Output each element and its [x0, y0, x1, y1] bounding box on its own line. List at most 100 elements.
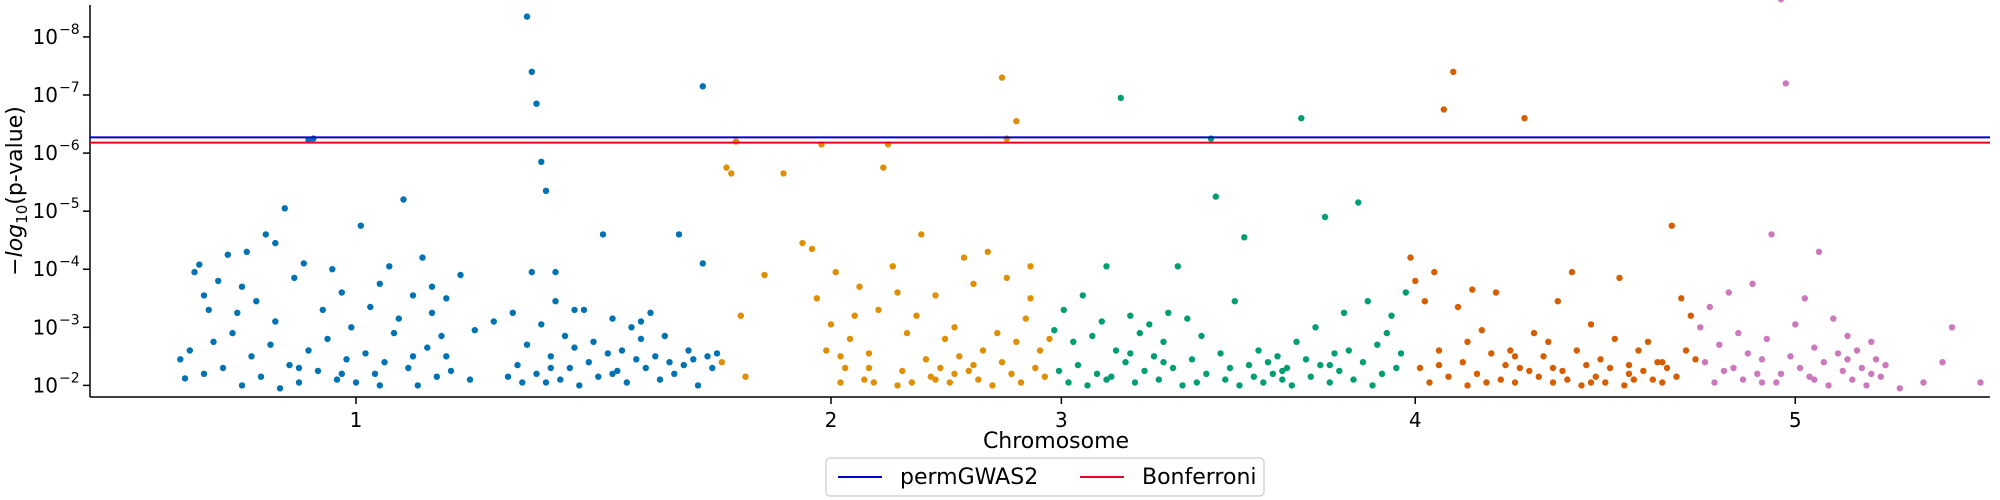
- point-chr4: [1659, 359, 1666, 366]
- point-chr3: [1131, 379, 1139, 386]
- x-tick-label: 1: [350, 408, 363, 432]
- point-chr5: [1697, 324, 1704, 331]
- point-chr5: [1877, 373, 1885, 380]
- point-chr3: [1222, 376, 1229, 383]
- point-chr1: [400, 196, 407, 203]
- legend-label-bonferroni: Bonferroni: [1142, 465, 1257, 490]
- point-chr3: [1051, 327, 1058, 334]
- point-chr5: [1701, 359, 1709, 366]
- point-chr1: [229, 329, 236, 337]
- point-chr1: [357, 222, 364, 229]
- y-tick-base: 10: [33, 199, 58, 223]
- point-chr1: [633, 356, 640, 363]
- point-chr2: [894, 382, 901, 389]
- point-chr3: [1065, 379, 1072, 386]
- point-chr4: [1431, 268, 1438, 276]
- point-chr5: [1735, 329, 1742, 337]
- point-chr4: [1678, 295, 1685, 302]
- point-chr1: [272, 318, 279, 325]
- point-chr3: [1383, 329, 1391, 337]
- y-tick-base: 10: [33, 315, 58, 339]
- point-chr1: [338, 370, 345, 377]
- point-chr5: [1777, 370, 1785, 377]
- point-chr2: [932, 292, 939, 299]
- point-chr2: [1003, 135, 1010, 142]
- point-chr1: [200, 292, 208, 299]
- point-chr1: [538, 158, 545, 165]
- point-chr5: [1844, 332, 1851, 340]
- point-chr5: [1725, 289, 1733, 296]
- point-chr3: [1089, 332, 1096, 340]
- point-chr3: [1236, 382, 1243, 389]
- point-chr3: [1231, 298, 1239, 305]
- point-chr4: [1611, 335, 1619, 343]
- point-chr1: [609, 370, 616, 377]
- point-chr3: [1369, 382, 1376, 389]
- point-chr3: [1141, 367, 1148, 375]
- y-tick-label: 10: [33, 315, 58, 339]
- point-chr1: [224, 251, 231, 258]
- point-chr4: [1412, 277, 1419, 285]
- point-chr4: [1426, 379, 1433, 386]
- point-chr4: [1464, 338, 1471, 345]
- point-chr1: [694, 382, 702, 389]
- point-chr2: [918, 231, 925, 238]
- point-chr5: [1739, 376, 1747, 383]
- point-chr2: [1046, 335, 1053, 343]
- point-chr2: [1013, 117, 1020, 125]
- point-chr4: [1473, 370, 1481, 377]
- point-chr1: [443, 353, 450, 360]
- point-chr1: [704, 353, 711, 360]
- point-chr2: [851, 312, 858, 319]
- point-chr1: [628, 324, 635, 331]
- y-tick-exponent: −6: [59, 138, 80, 154]
- point-chr4: [1459, 359, 1467, 366]
- point-chr1: [561, 332, 569, 340]
- point-chr4: [1592, 373, 1600, 380]
- point-chr2: [951, 324, 958, 331]
- y-tick-label: 10: [33, 199, 58, 223]
- point-chr2: [837, 379, 844, 386]
- point-chr5: [1849, 376, 1856, 383]
- point-chr5: [1868, 370, 1875, 377]
- point-chr3: [1302, 356, 1310, 363]
- point-chr1: [661, 332, 668, 340]
- point-chr1: [509, 309, 516, 316]
- point-chr2: [856, 283, 863, 290]
- point-chr4: [1497, 376, 1505, 383]
- point-chr1: [267, 341, 274, 348]
- legend-box: [825, 457, 1265, 497]
- point-chr4: [1526, 367, 1533, 375]
- point-chr3: [1165, 309, 1172, 316]
- point-chr3: [1345, 347, 1353, 354]
- point-chr2: [998, 74, 1006, 81]
- point-chr1: [576, 382, 583, 389]
- point-chr3: [1179, 382, 1186, 389]
- point-chr5: [1977, 379, 1984, 386]
- point-chr5: [1868, 338, 1875, 345]
- point-chr1: [709, 364, 716, 372]
- point-chr1: [428, 283, 436, 290]
- point-chr1: [295, 379, 303, 386]
- point-chr2: [732, 138, 740, 145]
- point-chr4: [1549, 379, 1557, 386]
- point-chr3: [1160, 359, 1167, 366]
- point-chr3: [1279, 367, 1286, 375]
- x-tick-label: 4: [1409, 408, 1422, 432]
- point-chr2: [951, 370, 958, 377]
- point-chr5: [1920, 379, 1927, 386]
- point-chr4: [1616, 274, 1623, 282]
- point-chr1: [647, 309, 654, 316]
- point-chr1: [666, 359, 673, 366]
- point-chr2: [956, 353, 963, 360]
- point-chr3: [1117, 94, 1125, 102]
- point-chr1: [528, 268, 535, 276]
- point-chr4: [1521, 115, 1528, 122]
- point-chr4: [1578, 382, 1585, 389]
- point-chr1: [390, 329, 398, 337]
- point-chr1: [671, 370, 678, 377]
- point-chr3: [1283, 364, 1291, 372]
- y-tick-base: 10: [33, 141, 58, 165]
- point-chr1: [471, 327, 478, 334]
- point-chr3: [1336, 367, 1343, 375]
